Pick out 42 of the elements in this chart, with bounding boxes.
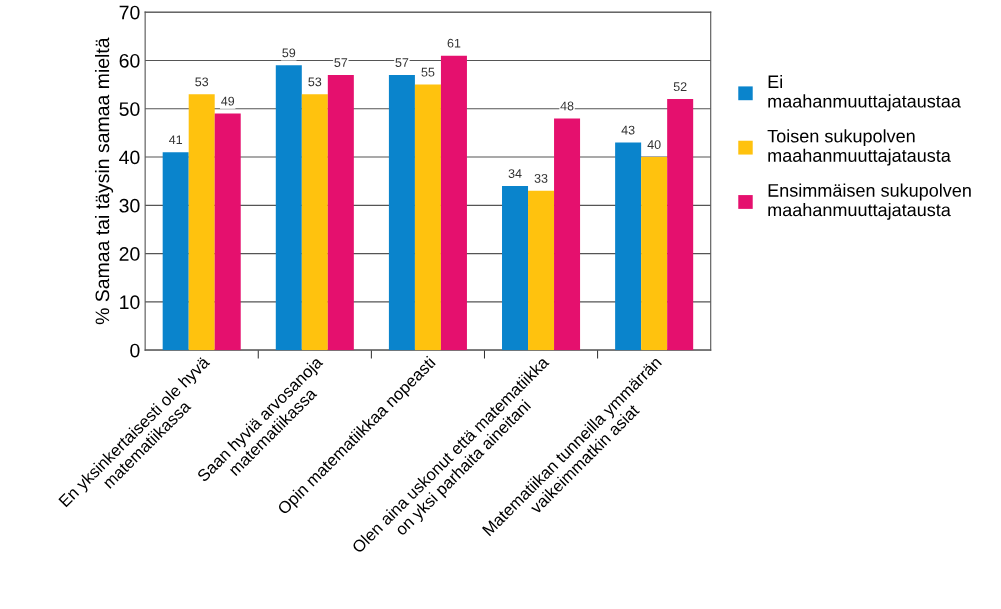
data-label: 41 (169, 135, 183, 145)
bar (440, 55, 467, 351)
data-label: 57 (334, 58, 348, 67)
data-label: 59 (282, 48, 296, 58)
y-tick-label: 0 (130, 343, 140, 358)
data-label: 49 (221, 96, 235, 106)
bar (327, 74, 354, 351)
data-label: 33 (534, 173, 548, 183)
y-tick-label: 70 (119, 5, 140, 20)
bar (275, 65, 302, 351)
legend-label: Toisen sukupolven maahanmuuttajatausta (767, 129, 951, 166)
y-axis-title: % Samaa tai täysin samaa mieltä (94, 37, 114, 325)
bar (554, 118, 581, 351)
y-tick-label: 40 (119, 150, 140, 165)
bar (301, 94, 328, 351)
data-label: 43 (621, 125, 635, 135)
data-label: 53 (308, 77, 322, 87)
data-label: 57 (395, 58, 409, 67)
bar (528, 190, 555, 351)
data-label: 52 (673, 82, 687, 92)
data-label: 40 (647, 140, 661, 150)
bar (162, 152, 189, 351)
data-label: 61 (447, 38, 461, 48)
y-tick-label: 50 (119, 102, 140, 116)
bar (502, 186, 529, 351)
data-label: 53 (195, 77, 209, 87)
bar (615, 142, 642, 351)
bar (414, 84, 441, 351)
y-tick-label: 20 (119, 247, 140, 261)
y-tick-label: 30 (119, 198, 140, 213)
bar (641, 157, 668, 351)
bar (214, 113, 241, 351)
bar (388, 74, 415, 351)
legend-label: Ensimmäisen sukupolven maahanmuuttajatausta (768, 183, 971, 220)
data-label: 34 (508, 169, 522, 178)
bar (188, 94, 215, 351)
legend-label: Ei maahanmuuttajataustaa (768, 74, 961, 112)
data-label: 55 (421, 67, 435, 77)
y-tick-label: 10 (120, 295, 140, 310)
data-label: 48 (560, 101, 574, 111)
y-tick-label: 60 (119, 53, 140, 68)
bar (667, 99, 694, 351)
